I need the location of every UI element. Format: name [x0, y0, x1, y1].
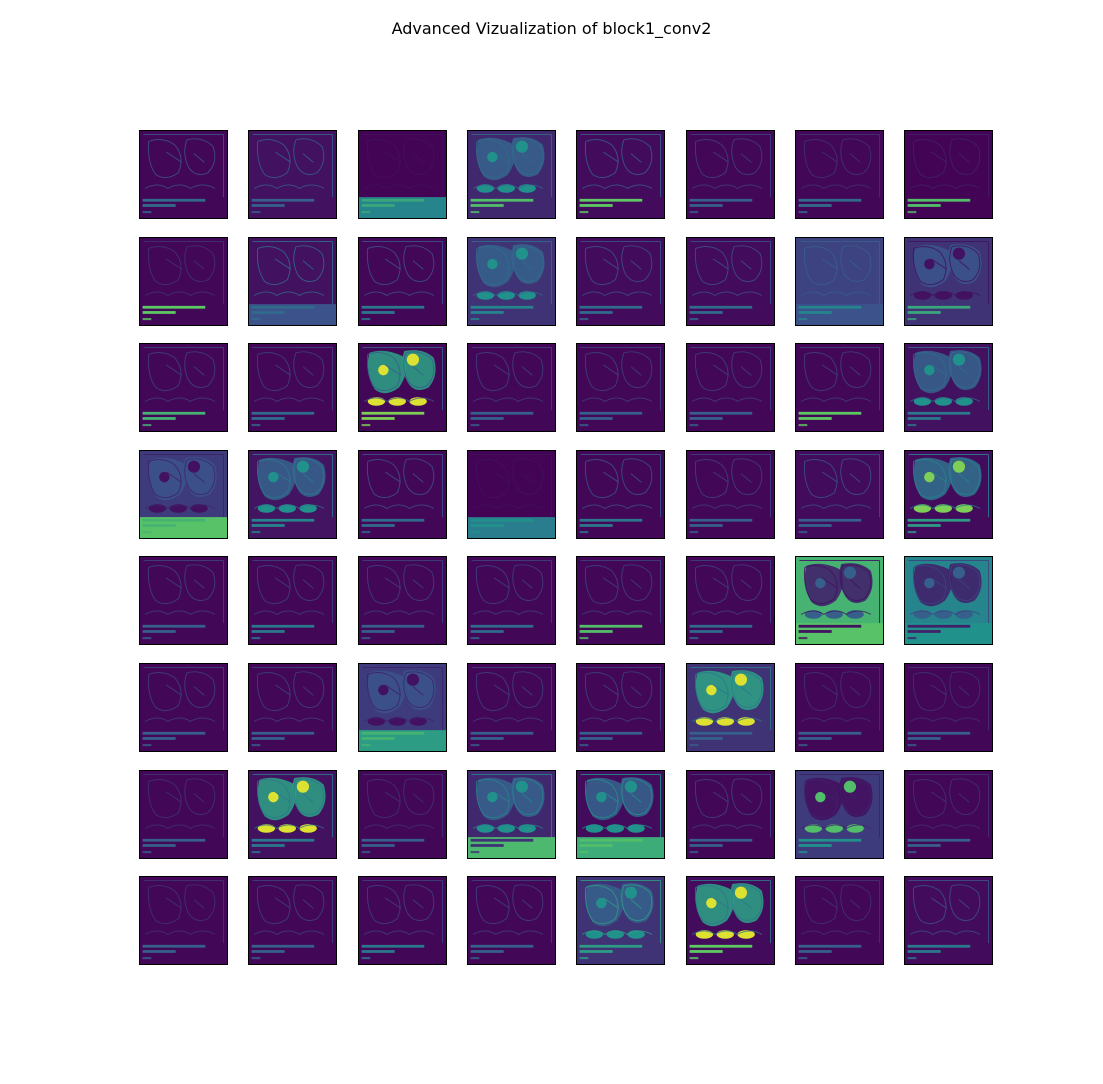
- feature-map-r5-c1: [139, 556, 228, 645]
- feature-map-r2-c2: [248, 237, 337, 326]
- feature-map-r5-c5: [576, 556, 665, 645]
- feature-map-r8-c1: [139, 876, 228, 965]
- feature-map-r5-c3: [358, 556, 447, 645]
- feature-map-r7-c1: [139, 770, 228, 859]
- feature-map-r4-c7: [795, 450, 884, 539]
- feature-map-r7-c2: [248, 770, 337, 859]
- feature-map-r8-c8: [904, 876, 993, 965]
- feature-map-r5-c7: [795, 556, 884, 645]
- feature-map-r5-c6: [686, 556, 775, 645]
- feature-map-r7-c3: [358, 770, 447, 859]
- feature-map-r4-c5: [576, 450, 665, 539]
- feature-map-r7-c7: [795, 770, 884, 859]
- feature-map-r1-c1: [139, 130, 228, 219]
- feature-map-r2-c5: [576, 237, 665, 326]
- feature-map-r2-c4: [467, 237, 556, 326]
- feature-map-r4-c6: [686, 450, 775, 539]
- feature-map-r6-c8: [904, 663, 993, 752]
- feature-map-r8-c3: [358, 876, 447, 965]
- feature-map-r3-c4: [467, 343, 556, 432]
- feature-map-r3-c8: [904, 343, 993, 432]
- feature-map-r6-c7: [795, 663, 884, 752]
- feature-map-r1-c7: [795, 130, 884, 219]
- feature-map-r8-c5: [576, 876, 665, 965]
- feature-map-r5-c4: [467, 556, 556, 645]
- feature-map-r2-c6: [686, 237, 775, 326]
- feature-map-r3-c7: [795, 343, 884, 432]
- feature-map-r6-c1: [139, 663, 228, 752]
- feature-map-r2-c7: [795, 237, 884, 326]
- feature-map-r4-c2: [248, 450, 337, 539]
- feature-map-r7-c8: [904, 770, 993, 859]
- feature-map-r3-c2: [248, 343, 337, 432]
- feature-map-r3-c5: [576, 343, 665, 432]
- feature-map-r6-c5: [576, 663, 665, 752]
- feature-map-r5-c2: [248, 556, 337, 645]
- feature-map-r4-c3: [358, 450, 447, 539]
- feature-map-r1-c8: [904, 130, 993, 219]
- feature-map-r6-c4: [467, 663, 556, 752]
- feature-map-r7-c5: [576, 770, 665, 859]
- feature-map-r3-c6: [686, 343, 775, 432]
- feature-map-r4-c8: [904, 450, 993, 539]
- feature-map-r2-c1: [139, 237, 228, 326]
- feature-map-r8-c4: [467, 876, 556, 965]
- feature-map-r5-c8: [904, 556, 993, 645]
- feature-map-r6-c2: [248, 663, 337, 752]
- feature-map-r3-c3: [358, 343, 447, 432]
- feature-map-r1-c4: [467, 130, 556, 219]
- feature-map-r2-c8: [904, 237, 993, 326]
- figure-title: Advanced Vizualization of block1_conv2: [391, 19, 712, 38]
- feature-map-r2-c3: [358, 237, 447, 326]
- feature-map-r8-c2: [248, 876, 337, 965]
- feature-map-r1-c6: [686, 130, 775, 219]
- feature-map-r7-c6: [686, 770, 775, 859]
- feature-map-r1-c2: [248, 130, 337, 219]
- feature-map-r1-c5: [576, 130, 665, 219]
- feature-map-r8-c6: [686, 876, 775, 965]
- feature-map-r4-c1: [139, 450, 228, 539]
- feature-map-r6-c3: [358, 663, 447, 752]
- feature-map-r6-c6: [686, 663, 775, 752]
- feature-map-r3-c1: [139, 343, 228, 432]
- feature-map-r7-c4: [467, 770, 556, 859]
- feature-map-r4-c4: [467, 450, 556, 539]
- feature-map-r8-c7: [795, 876, 884, 965]
- feature-map-r1-c3: [358, 130, 447, 219]
